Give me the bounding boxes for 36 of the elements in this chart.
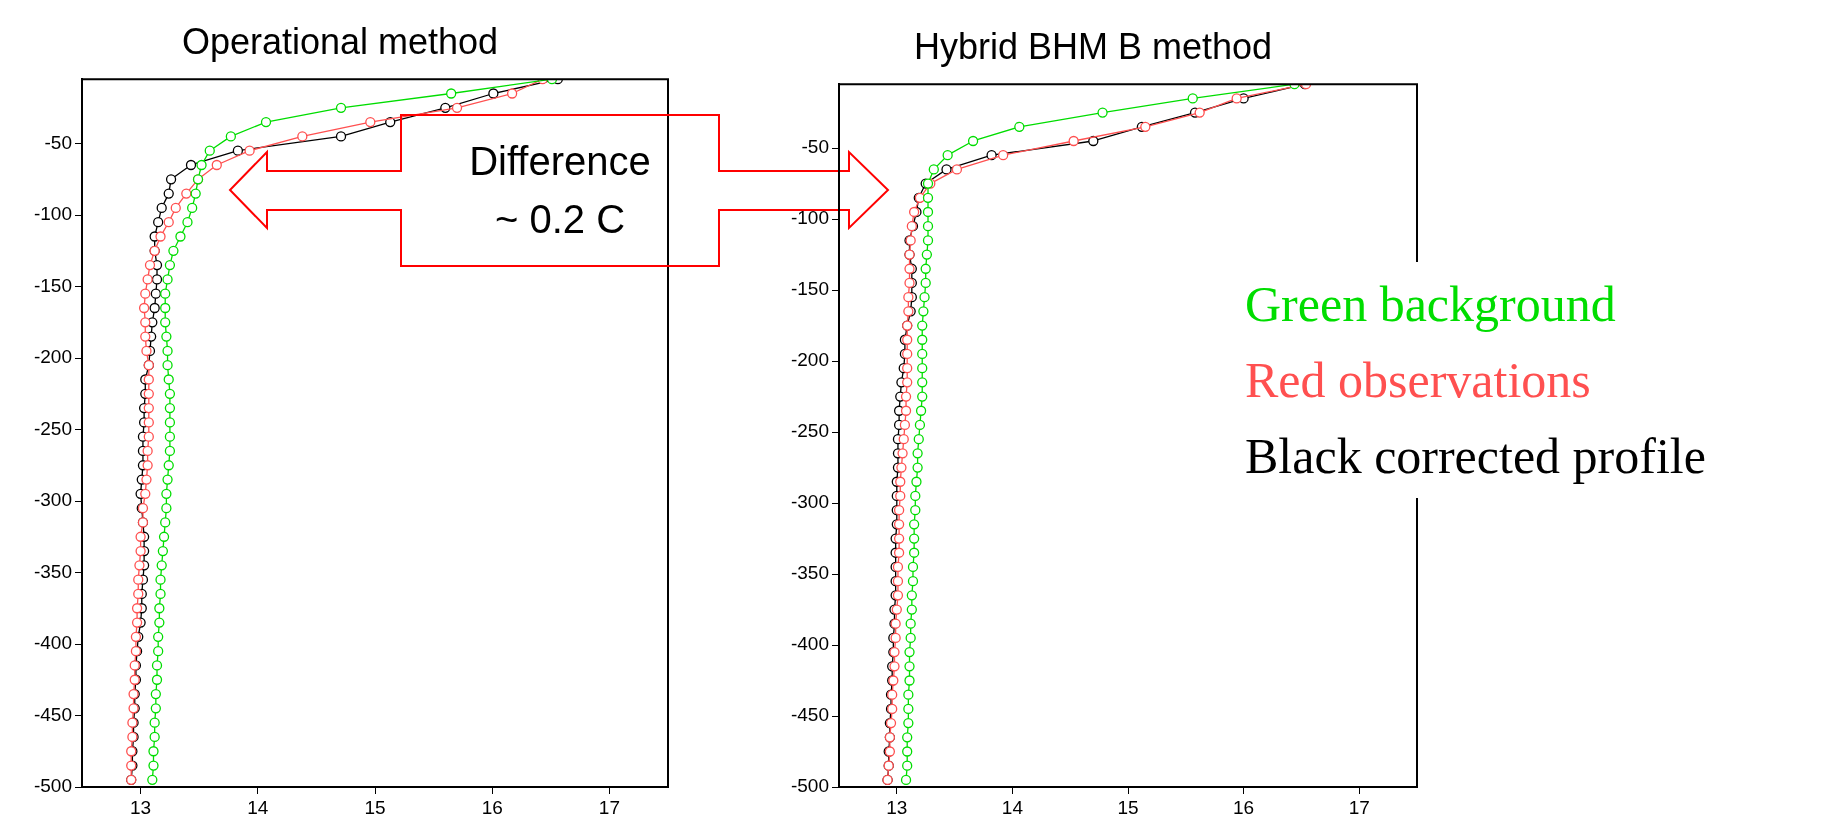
y-tick-label: -50	[801, 136, 829, 158]
y-tick-label: -300	[790, 491, 829, 513]
y-tick-label: -450	[790, 704, 829, 726]
y-tick-label: -100	[790, 207, 829, 229]
y-tick-label: -400	[790, 633, 829, 655]
y-tick-label: -500	[33, 775, 72, 797]
y-tick-label: -200	[790, 349, 829, 371]
x-tick-label: 17	[598, 796, 620, 817]
y-tick-label: -400	[33, 632, 72, 654]
x-tick-label: 15	[364, 796, 386, 817]
y-tick-label: -250	[33, 417, 72, 439]
y-tick-label: -300	[33, 489, 72, 511]
y-tick-label: -350	[790, 562, 829, 584]
y-tick-label: -450	[33, 703, 72, 725]
x-tick-label: 14	[1001, 796, 1024, 817]
chart-title: Operational method	[181, 20, 499, 62]
text: Red observations	[1245, 351, 1592, 410]
x-tick-label: 16	[481, 796, 503, 817]
y-tick-label: -200	[33, 346, 72, 368]
x-tick-label: 15	[1117, 796, 1139, 817]
annotation: Difference ~ 0.2 C	[468, 138, 652, 243]
y-tick-label: -350	[33, 560, 72, 582]
chart-title: Hybrid BHM B method	[913, 25, 1273, 67]
text: Green background	[1245, 275, 1617, 334]
text: Black corrected profile	[1245, 427, 1706, 486]
x-tick-label: 13	[130, 796, 152, 817]
y-tick-label: -500	[790, 775, 829, 797]
y-tick-label: -50	[44, 131, 72, 153]
y-tick-label: -150	[33, 274, 72, 296]
y-tick-label: -100	[33, 203, 72, 225]
x-tick-label: 14	[247, 796, 269, 817]
y-tick-label: -150	[790, 278, 829, 300]
x-tick-label: 17	[1348, 796, 1370, 817]
y-tick-label: -250	[790, 420, 829, 442]
x-tick-label: 13	[886, 796, 908, 817]
x-tick-label: 16	[1233, 796, 1255, 817]
